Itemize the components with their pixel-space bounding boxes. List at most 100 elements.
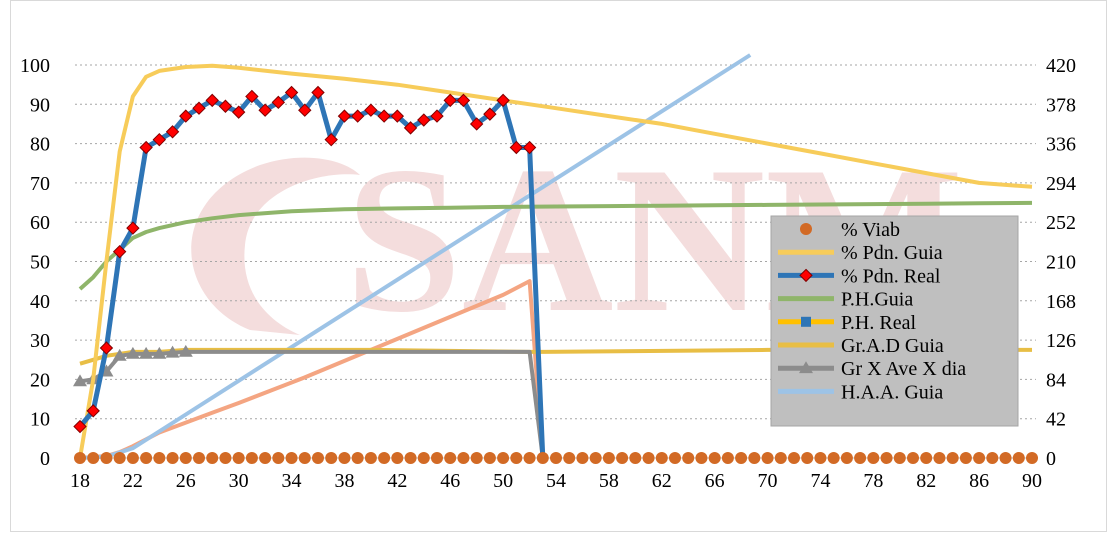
left-axis-tick-labels: 0 10 20 30 40 50 60 70 80 90 100 bbox=[20, 55, 50, 470]
right-axis-tick-labels: 0 42 84 126 168 210 252 294 336 378 420 bbox=[1046, 55, 1076, 470]
x-tick-label: 54 bbox=[546, 470, 566, 492]
data-point bbox=[284, 85, 299, 100]
data-point bbox=[112, 244, 127, 259]
x-tick-label: 22 bbox=[123, 470, 143, 492]
data-point bbox=[457, 452, 470, 464]
legend-entry: % Pdn. Guia bbox=[778, 242, 943, 264]
left-tick-label: 20 bbox=[30, 369, 50, 391]
x-tick-label: 50 bbox=[493, 470, 513, 492]
data-point bbox=[298, 103, 312, 117]
data-point bbox=[364, 452, 377, 464]
data-point bbox=[946, 452, 959, 464]
data-point bbox=[86, 404, 100, 418]
data-point bbox=[616, 452, 629, 464]
series-6 bbox=[73, 344, 545, 459]
data-point bbox=[536, 452, 549, 464]
x-tick-label: 18 bbox=[70, 470, 90, 492]
left-tick-label: 100 bbox=[20, 55, 50, 77]
x-tick-label: 74 bbox=[810, 470, 830, 492]
data-point bbox=[87, 452, 100, 464]
right-tick-label: 168 bbox=[1046, 291, 1076, 313]
legend-swatch-marker bbox=[799, 268, 813, 283]
left-tick-label: 80 bbox=[30, 134, 50, 156]
data-point bbox=[179, 109, 193, 123]
data-point bbox=[140, 452, 153, 464]
data-point bbox=[589, 452, 602, 464]
data-point bbox=[404, 452, 417, 464]
x-tick-label: 26 bbox=[176, 470, 196, 492]
left-tick-label: 70 bbox=[30, 173, 50, 195]
data-point bbox=[245, 452, 258, 464]
data-point bbox=[986, 452, 999, 464]
x-tick-label: 42 bbox=[387, 470, 407, 492]
data-point bbox=[550, 452, 562, 464]
right-tick-label: 378 bbox=[1046, 94, 1076, 116]
data-point bbox=[417, 452, 430, 464]
data-point bbox=[126, 221, 140, 235]
legend-entry: % Pdn. Real bbox=[778, 265, 941, 287]
series-2 bbox=[73, 85, 546, 459]
data-point bbox=[973, 452, 986, 464]
right-tick-label: 0 bbox=[1046, 448, 1056, 470]
data-point bbox=[364, 103, 378, 117]
left-tick-label: 60 bbox=[30, 212, 50, 234]
data-point bbox=[259, 452, 272, 464]
data-point bbox=[933, 452, 946, 464]
data-point bbox=[788, 452, 800, 464]
data-point bbox=[510, 452, 523, 464]
x-tick-label: 34 bbox=[282, 470, 302, 492]
data-point bbox=[139, 140, 153, 155]
data-point bbox=[443, 93, 457, 108]
data-point bbox=[1026, 452, 1038, 464]
data-point bbox=[324, 132, 338, 147]
right-tick-label: 420 bbox=[1046, 55, 1076, 77]
data-point bbox=[218, 99, 233, 113]
right-tick-label: 252 bbox=[1046, 212, 1076, 234]
data-point bbox=[708, 452, 721, 464]
series-0 bbox=[74, 452, 1038, 464]
data-point bbox=[112, 348, 127, 361]
data-point bbox=[285, 452, 298, 464]
data-point bbox=[165, 125, 180, 139]
x-tick-label: 38 bbox=[334, 470, 354, 492]
legend-swatch-marker bbox=[799, 361, 813, 374]
data-point bbox=[920, 452, 933, 464]
legend-swatch-marker bbox=[801, 316, 811, 327]
legend-entry: Gr X Ave X dia bbox=[778, 358, 966, 380]
data-point bbox=[165, 345, 180, 358]
data-point bbox=[258, 103, 272, 117]
data-point bbox=[430, 109, 444, 123]
data-point bbox=[669, 452, 681, 464]
series-line bbox=[79, 53, 752, 460]
data-point bbox=[497, 452, 510, 464]
data-point bbox=[139, 346, 154, 359]
data-point bbox=[403, 121, 418, 135]
data-point bbox=[563, 452, 576, 464]
data-point bbox=[113, 452, 126, 464]
data-point bbox=[378, 452, 391, 464]
legend-label: Gr X Ave X dia bbox=[841, 358, 966, 380]
legend: % Viab% Pdn. Guia% Pdn. RealP.H.GuiaP.H.… bbox=[770, 215, 1019, 427]
data-point bbox=[840, 452, 853, 464]
data-point bbox=[271, 95, 286, 110]
watermark-logo-arc bbox=[191, 157, 360, 335]
legend-entry: P.H. Real bbox=[778, 312, 916, 334]
data-point bbox=[231, 105, 246, 119]
x-axis-tick-labels: 18 22 26 30 34 38 42 46 50 54 58 62 66 70 74 78 82 86 90 bbox=[70, 470, 1042, 492]
right-tick-label: 210 bbox=[1046, 252, 1076, 274]
data-point bbox=[152, 346, 167, 359]
legend-items: % Viab% Pdn. Guia% Pdn. RealP.H.GuiaP.H.… bbox=[778, 219, 966, 403]
data-point bbox=[629, 452, 642, 464]
x-tick-label: 66 bbox=[705, 470, 725, 492]
data-point bbox=[272, 452, 285, 464]
x-tick-label: 86 bbox=[969, 470, 989, 492]
data-point bbox=[893, 452, 906, 464]
legend-entry: P.H.Guia bbox=[778, 289, 913, 311]
data-point bbox=[444, 452, 457, 464]
data-point bbox=[125, 346, 140, 359]
data-point bbox=[351, 452, 364, 464]
data-point bbox=[509, 140, 524, 155]
data-point bbox=[761, 452, 774, 464]
